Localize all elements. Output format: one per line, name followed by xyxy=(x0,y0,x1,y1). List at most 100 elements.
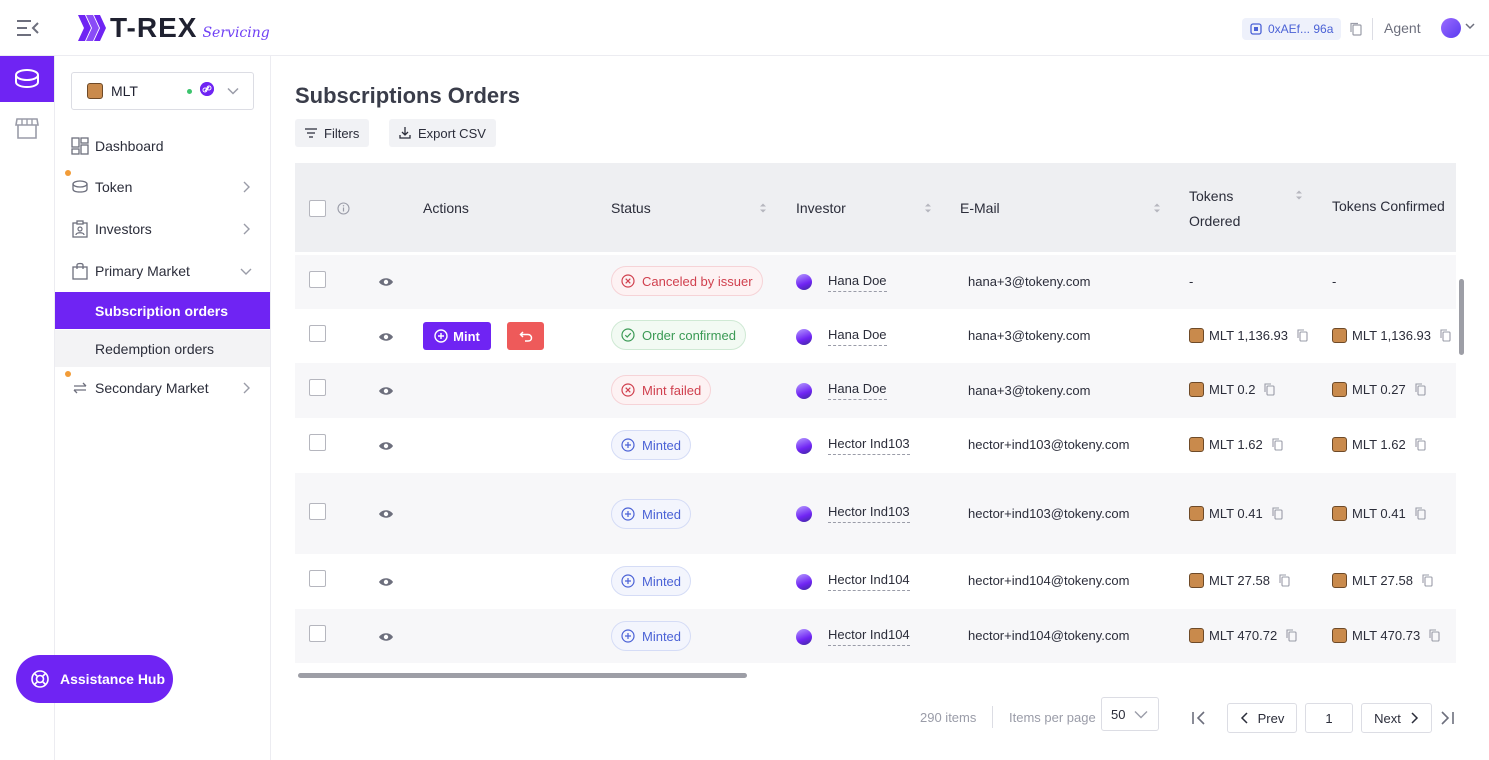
copy-icon[interactable] xyxy=(1422,574,1433,587)
row-checkbox[interactable] xyxy=(309,271,326,288)
row-checkbox[interactable] xyxy=(309,379,326,396)
copy-icon[interactable] xyxy=(1440,329,1451,342)
sidebar-item-redemption-orders[interactable]: Redemption orders xyxy=(55,330,270,367)
table-row: Mint Order confirmed Hana Doe hana+3@tok… xyxy=(295,309,1456,363)
tokens-ordered: - xyxy=(1189,274,1194,289)
copy-icon[interactable] xyxy=(1286,629,1297,642)
investor-name[interactable]: Hana Doe xyxy=(828,273,887,292)
lifebuoy-icon xyxy=(31,670,49,688)
copy-icon[interactable] xyxy=(1297,329,1308,342)
column-header-status[interactable]: Status xyxy=(611,200,651,216)
page-number: 1 xyxy=(1325,710,1333,726)
mlt-token-icon xyxy=(1189,328,1204,343)
investor-name[interactable]: Hector Ind104 xyxy=(828,572,910,591)
email-text: hector+ind104@tokeny.com xyxy=(968,628,1130,643)
column-header-tokens-confirmed[interactable]: Tokens Confirmed xyxy=(1332,198,1445,214)
copy-icon[interactable] xyxy=(1279,574,1290,587)
investor-avatar xyxy=(796,383,812,399)
chevron-down-icon xyxy=(240,268,252,275)
row-checkbox[interactable] xyxy=(309,625,326,642)
status-text: Minted xyxy=(642,437,682,453)
column-header-tokens-ordered-line2[interactable]: Ordered xyxy=(1189,213,1241,229)
investors-icon xyxy=(72,220,88,238)
copy-icon[interactable] xyxy=(1264,383,1276,396)
items-per-page-select[interactable]: 50 xyxy=(1101,697,1159,731)
investor-name[interactable]: Hana Doe xyxy=(828,381,887,400)
investor-name[interactable]: Hector Ind103 xyxy=(828,504,910,523)
copy-icon[interactable] xyxy=(1415,383,1426,396)
top-bar: T-REX Servicing 0xAEf... 96a Agent xyxy=(0,0,1489,56)
status-badge: Minted xyxy=(611,621,692,651)
investor-avatar xyxy=(796,274,812,290)
sidebar-item-subscription-orders[interactable]: Subscription orders xyxy=(55,292,270,329)
sort-icon[interactable] xyxy=(1153,202,1161,214)
sidebar-item-dashboard[interactable]: Dashboard xyxy=(55,127,270,165)
row-checkbox[interactable] xyxy=(309,325,326,342)
info-icon[interactable] xyxy=(337,202,350,215)
email-text: hana+3@tokeny.com xyxy=(968,328,1091,343)
eye-icon[interactable] xyxy=(378,508,394,520)
eye-icon[interactable] xyxy=(378,276,394,288)
logo[interactable]: T-REX Servicing xyxy=(76,12,270,44)
link-icon xyxy=(200,82,214,96)
investor-name[interactable]: Hana Doe xyxy=(828,327,887,346)
vertical-scrollbar[interactable] xyxy=(1459,279,1464,355)
eye-icon[interactable] xyxy=(378,576,394,588)
token-selector[interactable]: MLT xyxy=(71,72,254,110)
logo-subtitle: Servicing xyxy=(202,25,270,41)
copy-icon[interactable] xyxy=(1415,438,1426,451)
chevron-down-icon[interactable] xyxy=(1465,22,1475,30)
copy-icon[interactable] xyxy=(1429,629,1440,642)
wallet-address[interactable]: 0xAEf... 96a xyxy=(1242,18,1342,40)
export-csv-button[interactable]: Export CSV xyxy=(389,119,496,147)
eye-icon[interactable] xyxy=(378,385,394,397)
column-header-investor[interactable]: Investor xyxy=(796,200,846,216)
sidebar-item-token[interactable]: Token xyxy=(55,168,270,206)
mint-button[interactable]: Mint xyxy=(423,322,491,350)
rail-item-tokens[interactable] xyxy=(0,56,54,102)
copy-icon[interactable] xyxy=(1272,438,1283,451)
sort-icon[interactable] xyxy=(924,202,932,214)
sort-icon[interactable] xyxy=(1295,189,1303,201)
collapse-menu-icon[interactable] xyxy=(17,19,39,37)
tokens-confirmed: MLT 27.58 xyxy=(1332,573,1433,588)
assistance-hub-button[interactable]: Assistance Hub xyxy=(16,655,173,703)
copy-icon[interactable] xyxy=(1272,507,1283,520)
token-icon xyxy=(72,180,88,193)
copy-icon[interactable] xyxy=(1415,507,1426,520)
investor-name[interactable]: Hector Ind104 xyxy=(828,627,910,646)
row-checkbox[interactable] xyxy=(309,570,326,587)
column-header-tokens-ordered-line1[interactable]: Tokens xyxy=(1189,188,1234,204)
email-text: hector+ind103@tokeny.com xyxy=(968,437,1130,452)
row-checkbox[interactable] xyxy=(309,503,326,520)
prev-page-button[interactable]: Prev xyxy=(1227,703,1297,733)
rail-item-marketplace[interactable] xyxy=(0,105,54,151)
next-page-button[interactable]: Next xyxy=(1361,703,1432,733)
investor-name[interactable]: Hector Ind103 xyxy=(828,436,910,455)
tokens-ordered-value: MLT 1.62 xyxy=(1209,437,1263,452)
sidebar-item-investors[interactable]: Investors xyxy=(55,210,270,248)
sort-icon[interactable] xyxy=(759,202,767,214)
chevron-right-icon xyxy=(243,223,250,235)
chevron-down-icon xyxy=(1134,711,1148,719)
eye-icon[interactable] xyxy=(378,331,394,343)
horizontal-scrollbar[interactable] xyxy=(298,673,747,678)
sidebar-item-secondary-market[interactable]: Secondary Market xyxy=(55,369,270,407)
logo-text: T-REX xyxy=(110,12,198,43)
download-icon xyxy=(399,127,411,139)
page-number-input[interactable]: 1 xyxy=(1305,703,1353,733)
column-header-email[interactable]: E-Mail xyxy=(960,200,1000,216)
tokens-confirmed-value: MLT 27.58 xyxy=(1352,573,1413,588)
last-page-icon[interactable] xyxy=(1438,709,1456,727)
row-checkbox[interactable] xyxy=(309,434,326,451)
sidebar-item-primary-market[interactable]: Primary Market xyxy=(55,252,270,290)
coins-icon xyxy=(15,69,39,89)
eye-icon[interactable] xyxy=(378,631,394,643)
eye-icon[interactable] xyxy=(378,440,394,452)
select-all-checkbox[interactable] xyxy=(309,200,326,217)
filters-button[interactable]: Filters xyxy=(295,119,370,147)
avatar[interactable] xyxy=(1441,18,1461,38)
copy-icon[interactable] xyxy=(1350,22,1362,36)
first-page-icon[interactable] xyxy=(1190,709,1208,727)
revert-button[interactable] xyxy=(507,322,544,350)
